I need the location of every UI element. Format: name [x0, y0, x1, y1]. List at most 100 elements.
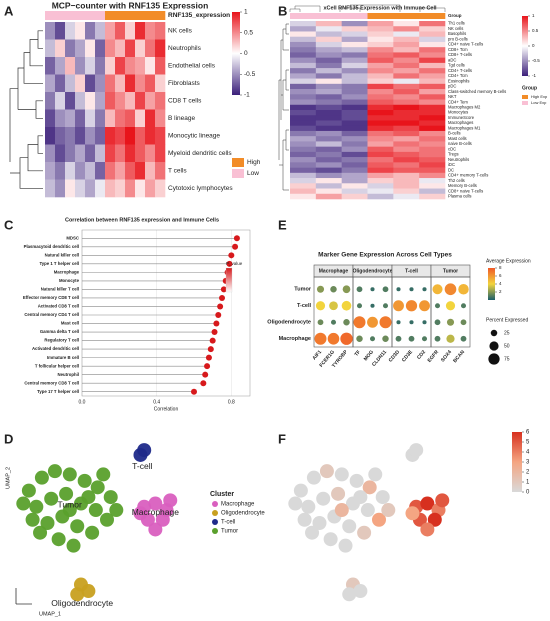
heatmap-cell	[419, 115, 446, 121]
colorbar-tick-label: -0.5	[244, 71, 256, 78]
heatmap-cell	[419, 162, 446, 168]
heatmap-cell	[105, 22, 116, 40]
heatmap-cell	[290, 136, 317, 142]
heatmap-cell	[393, 115, 420, 121]
dendrogram	[289, 4, 446, 12]
feature-point	[375, 490, 390, 505]
category-label: Plasmacytoid dendritic cell	[24, 244, 79, 249]
heatmap-cell	[393, 57, 420, 64]
row-label: NK cells	[448, 26, 463, 31]
heatmap-cell	[145, 144, 156, 163]
row-label: Myeloid dendritic cells	[168, 150, 232, 157]
feature-point	[334, 503, 349, 518]
dot	[341, 300, 352, 311]
heatmap-cell	[393, 183, 420, 189]
legend-label: Oligodendrocyte	[221, 511, 265, 517]
heatmap-cell	[393, 167, 420, 174]
heatmap-cell	[55, 109, 66, 128]
heatmap-cell	[75, 57, 86, 75]
dot	[367, 316, 378, 328]
heatmap-cell	[145, 39, 156, 58]
feature-point	[409, 443, 424, 458]
heatmap-cell	[65, 144, 76, 163]
row-label: naive B-cells	[448, 141, 472, 146]
umap-point	[96, 467, 111, 482]
heatmap-cell	[367, 120, 394, 127]
umap-point	[40, 516, 55, 530]
heatmap-cell	[419, 141, 446, 147]
heatmap-cell	[419, 26, 446, 32]
category-label: Activated CD8 T cell	[38, 304, 79, 309]
dot	[343, 319, 350, 326]
heatmap-cell	[419, 73, 446, 79]
umap-point	[25, 512, 40, 527]
heatmap-cell	[367, 188, 394, 195]
legend-label: High	[247, 159, 261, 166]
heatmap-cell	[419, 89, 446, 95]
dot	[205, 354, 212, 361]
heatmap-cell	[393, 151, 420, 158]
legend-swatch	[232, 169, 244, 178]
dot	[356, 303, 363, 309]
legend-label: High Exp	[531, 94, 548, 99]
legend-title: Group	[522, 85, 537, 91]
heatmap-cell	[367, 99, 394, 106]
category-label: Effector memory CD8 T cell	[23, 295, 79, 300]
dot	[217, 303, 224, 310]
heatmap-cell	[75, 109, 86, 128]
heatmap-cell	[341, 41, 368, 48]
heatmap-cell	[315, 115, 342, 121]
heatmap-cell	[393, 146, 420, 153]
x-tick-label: 0.0	[79, 399, 86, 405]
group-annotation	[45, 11, 56, 20]
dendrogram	[9, 30, 43, 189]
dot	[434, 319, 441, 326]
heatmap-cell	[315, 178, 342, 184]
dot	[446, 318, 455, 326]
heatmap-cell	[341, 167, 368, 174]
group-annotation	[315, 13, 342, 19]
heatmap-cell	[315, 21, 342, 27]
dot	[207, 346, 214, 353]
heatmap-cell	[115, 162, 126, 180]
heatmap-cell	[393, 162, 420, 168]
heatmap-cell	[341, 172, 368, 179]
heatmap-cell	[155, 92, 166, 110]
size-legend-dot	[489, 341, 499, 351]
dot	[395, 335, 402, 342]
dot	[445, 301, 456, 311]
heatmap-cell	[155, 22, 166, 40]
dot	[228, 252, 235, 259]
heatmap-cell	[290, 73, 317, 79]
heatmap-cell	[145, 92, 156, 110]
umap-point	[16, 496, 31, 511]
heatmap-cell	[367, 162, 394, 168]
heatmap-cell	[315, 157, 342, 163]
umap-point	[100, 512, 114, 527]
row-label: CD4+ naive T-cells	[448, 42, 483, 47]
colorbar	[512, 432, 522, 492]
umap-point	[81, 490, 96, 505]
dot	[379, 316, 392, 329]
heatmap-cell	[315, 83, 342, 90]
group-annotation	[393, 13, 420, 19]
heatmap-cell	[85, 74, 96, 93]
heatmap-cell	[85, 162, 96, 180]
heatmap-cell	[367, 183, 394, 189]
heatmap-cell	[95, 57, 106, 75]
dot	[315, 301, 326, 311]
colorbar-tick-label: 6	[526, 430, 530, 436]
heatmap-cell	[290, 115, 317, 121]
colorbar-tick-label: 6	[499, 273, 502, 278]
dot	[444, 283, 457, 296]
row-label: aDC	[448, 57, 456, 62]
heatmap-cell	[341, 31, 368, 38]
heatmap-cell	[105, 109, 116, 128]
heatmap-cell	[393, 172, 420, 179]
size-legend-label: 25	[504, 330, 510, 336]
dot	[408, 335, 415, 342]
heatmap-cell	[290, 36, 317, 43]
dot	[460, 303, 467, 309]
panel-letter: A	[4, 3, 14, 18]
heatmap-cell	[315, 52, 342, 58]
